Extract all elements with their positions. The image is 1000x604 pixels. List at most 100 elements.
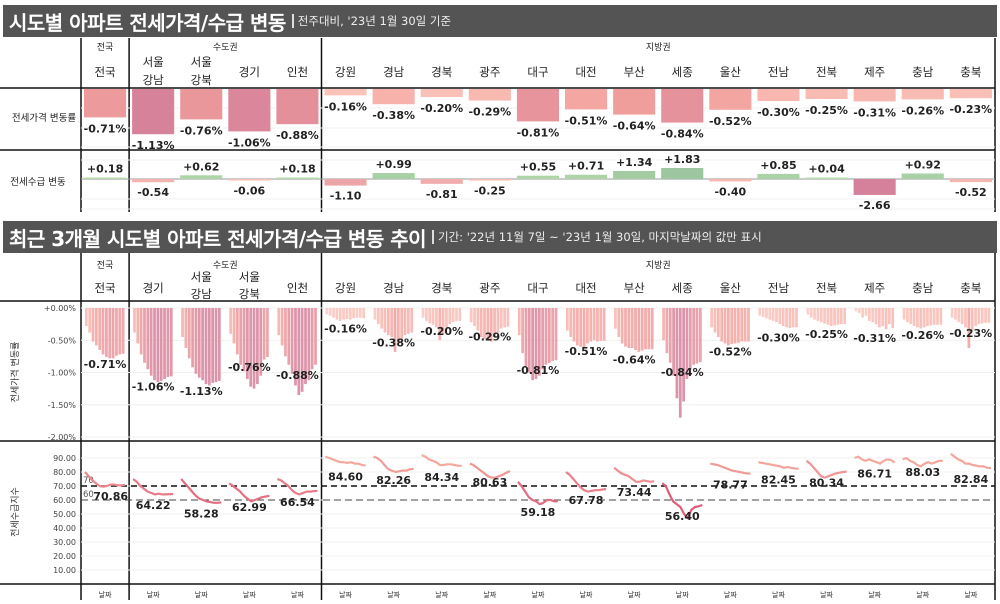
price-change-bar [661,89,704,123]
weekly-price-bar [813,308,816,320]
price-change-label: -0.26% [901,104,944,117]
weekly-price-bar [857,308,861,314]
weekly-price-bar [730,308,734,345]
weekly-price-bar [499,308,503,329]
supply-index-line [132,478,174,496]
weekly-price-bar [159,308,163,381]
weekly-price-bar [716,308,720,338]
weekly-price-bar [833,308,836,326]
y-tick-label: -1.50% [48,401,77,410]
weekly-price-bar [451,308,455,323]
region-header: 충북 [960,65,981,79]
weekly-price-bar [133,308,136,333]
last-value-label: -0.26% [901,329,944,342]
price-change-bar [84,89,127,118]
price-change-label: -0.71% [84,122,127,135]
weekly-price-bar [338,308,342,321]
weekly-price-bar [146,308,150,370]
weekly-price-bar [348,308,352,320]
weekly-price-bar [644,308,647,350]
weekly-price-bar [839,308,843,325]
weekly-price-bar [310,308,314,370]
weekly-price-bar [954,308,957,320]
price-change-label: -0.16% [324,100,367,113]
price-change-bar [324,89,367,96]
region-header: 부산 [624,65,646,79]
weekly-price-bar [153,308,156,381]
y-tick-label: 50.00 [53,510,76,519]
weekly-price-bar [169,308,173,377]
weekly-price-bar [328,308,332,316]
supply-index-line [517,481,559,506]
supply-change-label: +0.18 [87,163,123,176]
last-value-label: 84.34 [424,471,459,484]
supply-change-bar [228,179,271,181]
group-label-national: 전국 [97,260,114,271]
weekly-price-bar [373,308,377,320]
weekly-price-bar [201,308,204,381]
weekly-price-bar [650,308,654,350]
weekly-price-bar [242,308,246,372]
weekly-price-bar [672,308,675,376]
region-header: 서울 [191,55,212,69]
weekly-price-bar [479,308,483,338]
weekly-price-bar [204,308,208,385]
weekly-price-bar [592,308,596,341]
weekly-price-bar [743,308,747,342]
weekly-price-bar [266,308,269,358]
x-axis-label: 날짜 [387,590,400,599]
price-change-bar [180,89,223,120]
region-header: 세종 [672,65,693,79]
weekly-price-bar [390,308,394,338]
price-change-label: -0.30% [757,106,800,119]
weekly-price-bar [566,308,569,331]
weekly-price-bar [493,308,496,338]
divider [291,14,294,28]
supply-index-line [805,459,847,479]
weekly-price-bar [740,308,744,342]
x-axis-label: 날짜 [868,590,881,599]
last-value-label: -1.13% [180,385,223,398]
weekly-price-bar [926,308,929,327]
weekly-price-bar [345,308,349,319]
supply-change-bar [372,173,415,179]
weekly-price-bar [589,308,593,342]
weekly-price-bar [768,308,772,320]
weekly-price-bar [455,308,458,321]
y-tick-label: 70.00 [53,482,76,491]
supply-change-label: -0.06 [233,185,265,198]
weekly-price-bar [936,308,939,325]
weekly-price-bar [156,308,160,383]
weekly-price-bar [960,308,964,325]
region-header: 인천 [287,65,308,79]
supply-index-line [469,462,511,479]
x-axis-label: 날짜 [147,590,160,599]
weekly-price-bar [795,308,798,328]
weekly-price-bar [620,308,624,344]
weekly-price-bar [211,308,215,383]
weekly-price-bar [362,308,365,319]
weekly-price-bar [906,308,909,323]
weekly-price-bar [984,308,987,323]
supply-change-bar [901,173,944,179]
last-value-label: -0.71% [84,358,127,371]
weekly-price-bar [758,308,762,316]
weekly-price-bar [582,308,586,348]
weekly-price-bar [733,308,737,344]
weekly-price-bar [854,308,858,312]
weekly-price-bar [438,308,442,341]
weekly-price-bar [342,308,345,320]
weekly-price-bar [476,308,480,331]
weekly-price-bar [964,308,967,328]
weekly-price-bar [627,308,631,348]
supply-change-bar [516,175,559,179]
divider [432,230,434,244]
last-value-label: 73.44 [617,486,652,499]
supply-index-line [84,471,126,488]
last-value-label: -0.29% [468,331,511,344]
supply-index-line [277,477,318,496]
x-axis-label: 날짜 [916,590,929,599]
last-value-label: -0.30% [757,331,800,344]
weekly-price-bar [922,308,926,328]
x-axis-label: 날짜 [676,590,689,599]
